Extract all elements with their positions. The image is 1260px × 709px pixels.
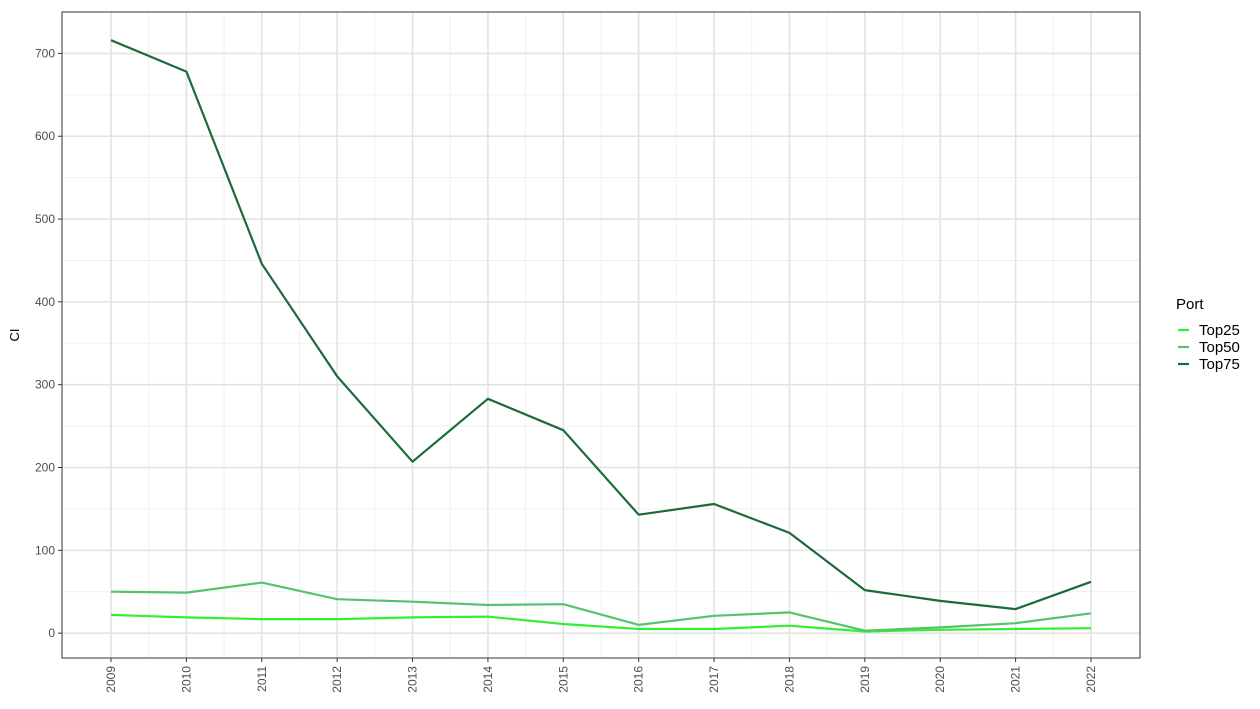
plot-border — [61, 11, 1141, 659]
y-tick-label: 700 — [35, 46, 55, 60]
series-lines — [110, 39, 1092, 633]
y-tick-label: 0 — [48, 626, 55, 640]
legend-title: Port — [1176, 296, 1204, 313]
x-tick-label: 2022 — [1084, 666, 1098, 693]
series-line-top25 — [110, 613, 1092, 633]
x-tick-label: 2015 — [556, 666, 570, 693]
x-tick-label: 2014 — [481, 666, 495, 693]
y-tick-label: 600 — [35, 129, 55, 143]
y-tick-label: 200 — [35, 461, 55, 475]
x-tick-label: 2021 — [1009, 666, 1023, 693]
x-tick-label: 2012 — [330, 666, 344, 693]
x-tick-label: 2011 — [255, 666, 269, 692]
legend-label-top50: Top50 — [1199, 339, 1240, 356]
x-tick-label: 2020 — [933, 666, 947, 693]
y-tick-label: 500 — [35, 212, 55, 226]
x-tick-label: 2016 — [632, 666, 646, 693]
axes: 0 100 200 300 400 500 600 700 2009 2010 2011 2012 20… — [35, 46, 1098, 692]
y-tick-label: 400 — [35, 295, 55, 309]
x-tick-label: 2017 — [707, 666, 721, 693]
series-line-top75 — [110, 39, 1092, 611]
grid-layer — [62, 12, 1140, 658]
x-tick-label: 2019 — [858, 666, 872, 693]
x-tick-label: 2010 — [179, 666, 193, 693]
legend-label-top75: Top75 — [1199, 356, 1240, 373]
legend-label-top25: Top25 — [1199, 322, 1240, 339]
x-tick-label: 2013 — [406, 666, 420, 693]
series-line-top50 — [110, 581, 1092, 632]
x-tick-label: 2018 — [782, 666, 796, 693]
y-tick-label: 100 — [35, 543, 55, 557]
y-axis-title: CI — [7, 329, 22, 342]
y-tick-label: 300 — [35, 378, 55, 392]
x-tick-label: 2009 — [104, 666, 118, 693]
